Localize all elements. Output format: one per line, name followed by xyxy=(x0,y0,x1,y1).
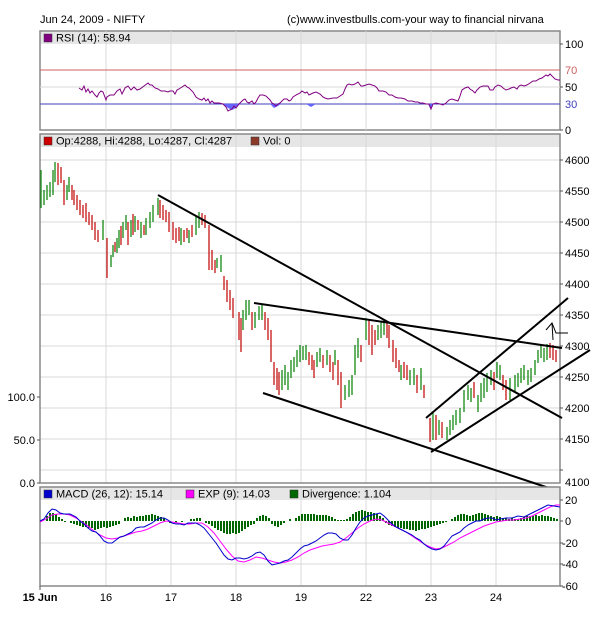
volume-legend: Vol: 0 xyxy=(263,136,291,148)
svg-text:-60: -60 xyxy=(562,581,578,593)
svg-text:100.0: 100.0 xyxy=(7,392,35,404)
svg-text:4500: 4500 xyxy=(565,217,589,229)
x-label-23: 23 xyxy=(425,592,437,604)
divergence-legend: Divergence: 1.104 xyxy=(302,489,391,501)
x-label-16: 16 xyxy=(100,592,112,604)
macd-header-bar xyxy=(40,487,560,500)
svg-text:4350: 4350 xyxy=(565,310,589,322)
x-label-15jun: 15 Jun xyxy=(23,592,58,604)
rsi-legend: RSI (14): 58.94 xyxy=(56,33,131,45)
rsi-axis-0: 0 xyxy=(565,125,571,137)
price-grid xyxy=(40,134,560,483)
rsi-panel: RSI (14): 58.94 100 70 50 30 0 xyxy=(39,30,583,137)
svg-text:-20: -20 xyxy=(562,538,578,550)
svg-text:4300: 4300 xyxy=(565,341,589,353)
rsi-legend-swatch xyxy=(43,33,53,43)
svg-text:20: 20 xyxy=(565,495,577,507)
ohlc-legend: Op:4288, Hi:4288, Lo:4287, Cl:4287 xyxy=(56,136,232,148)
macd-legend: MACD (26, 12): 15.14 xyxy=(56,489,163,501)
macd-legend-swatch xyxy=(43,489,53,499)
volume-axis: 100.0 50.0 0.0 xyxy=(7,392,40,490)
price-panel: Op:4288, Hi:4288, Lo:4287, Cl:4287 Vol: … xyxy=(7,133,591,491)
ohlc-bars xyxy=(40,162,557,442)
trendline-major-down xyxy=(157,194,563,419)
rsi-oversold-fill xyxy=(223,104,433,110)
macd-panel: MACD (26, 12): 15.14 EXP (9): 14.03 Dive… xyxy=(39,486,578,593)
svg-text:4450: 4450 xyxy=(565,248,589,260)
up-bars xyxy=(40,162,548,440)
trendline-support-lower xyxy=(262,392,556,491)
x-label-24: 24 xyxy=(490,592,502,604)
svg-text:-40: -40 xyxy=(562,559,578,571)
svg-text:4150: 4150 xyxy=(565,434,589,446)
price-axis: 4600 4550 4500 4450 4400 4350 4300 4250 … xyxy=(560,155,589,489)
copyright-text: (c)www.investbulls.com-your way to finan… xyxy=(287,14,544,26)
rsi-header-bar xyxy=(40,31,560,44)
svg-text:4200: 4200 xyxy=(565,403,589,415)
divergence-legend-swatch xyxy=(289,489,299,499)
svg-text:0.0: 0.0 xyxy=(20,478,35,490)
down-bars xyxy=(57,163,557,442)
macd-axis: 20 0 -20 -40 -60 xyxy=(560,495,578,593)
x-label-19: 19 xyxy=(295,592,307,604)
x-label-18: 18 xyxy=(230,592,242,604)
ohlc-legend-swatch xyxy=(43,136,53,146)
trendline-channel-lower xyxy=(430,349,591,453)
x-axis: 15 Jun 16 17 18 19 22 23 24 xyxy=(23,586,502,604)
exp-legend: EXP (9): 14.03 xyxy=(198,489,270,501)
macd-line xyxy=(39,504,561,566)
rsi-grid xyxy=(40,31,560,130)
exp-legend-swatch xyxy=(185,489,195,499)
svg-text:50.0: 50.0 xyxy=(14,435,35,447)
rsi-line xyxy=(78,73,560,112)
chart-title: Jun 24, 2009 - NIFTY xyxy=(40,14,146,26)
x-label-22: 22 xyxy=(360,592,372,604)
svg-text:4400: 4400 xyxy=(565,279,589,291)
svg-text:4550: 4550 xyxy=(565,186,589,198)
x-label-17: 17 xyxy=(165,592,177,604)
projection-arrow xyxy=(545,322,568,334)
trendlines xyxy=(157,194,591,491)
divergence-histogram xyxy=(46,510,558,534)
rsi-axis: 100 70 50 30 0 xyxy=(560,39,583,137)
price-header-bar xyxy=(40,134,560,147)
macd-grid xyxy=(40,487,560,586)
svg-text:4250: 4250 xyxy=(565,372,589,384)
svg-text:0: 0 xyxy=(565,516,571,528)
rsi-axis-100: 100 xyxy=(565,39,583,51)
svg-text:4100: 4100 xyxy=(565,477,589,489)
volume-legend-swatch xyxy=(250,136,260,146)
rsi-axis-70: 70 xyxy=(565,65,577,77)
rsi-axis-50: 50 xyxy=(565,82,577,94)
trendline-channel-upper xyxy=(425,297,569,419)
svg-text:4600: 4600 xyxy=(565,155,589,167)
rsi-axis-30: 30 xyxy=(565,99,577,111)
trendline-resistance xyxy=(253,302,563,349)
